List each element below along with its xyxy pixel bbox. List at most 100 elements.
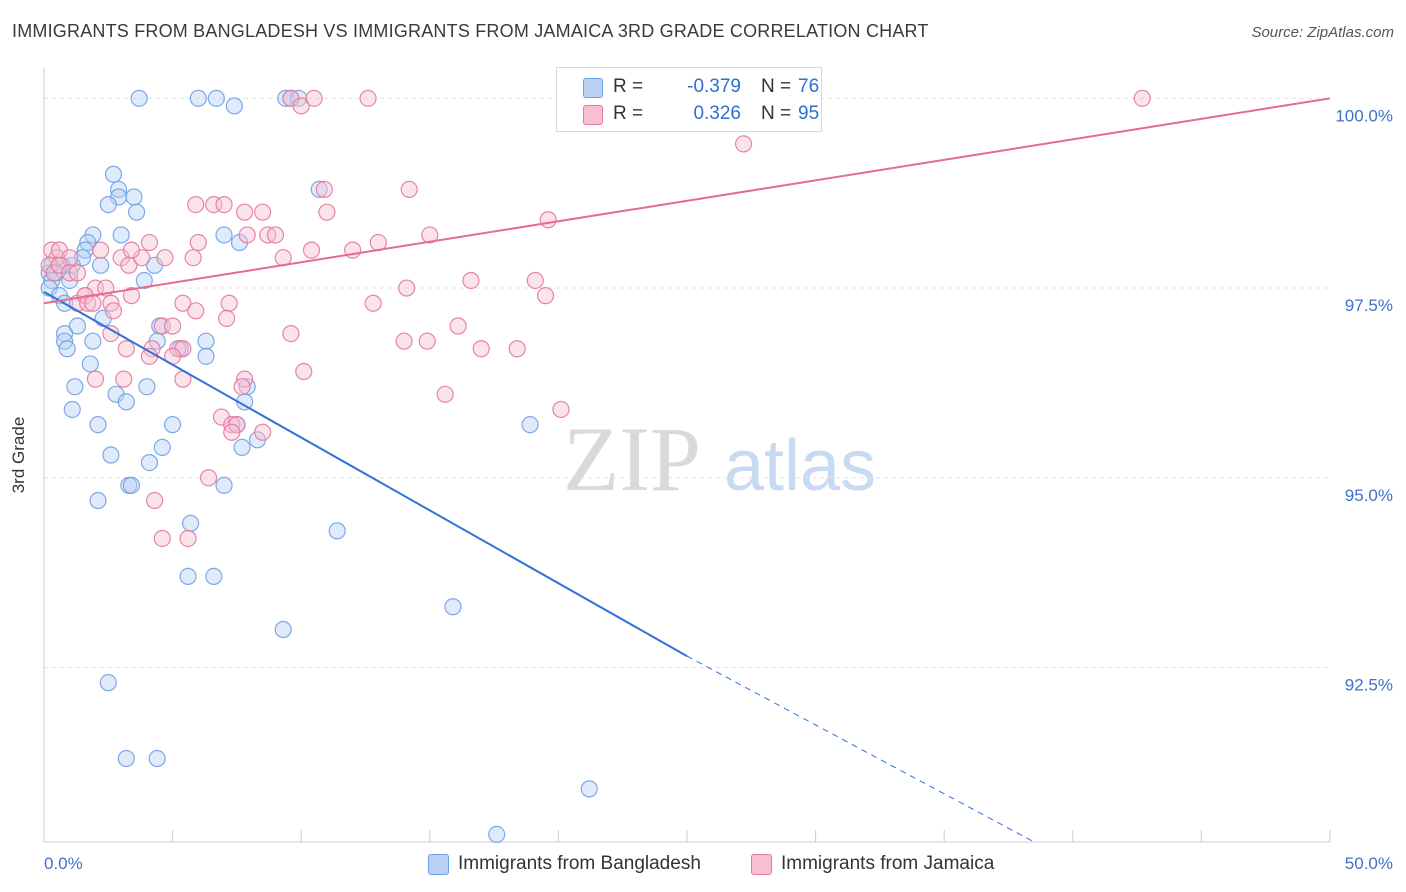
jamaica-point xyxy=(174,294,192,312)
jamaica-point xyxy=(315,180,333,199)
bangladesh-point xyxy=(138,378,156,396)
bangladesh-point xyxy=(135,271,153,290)
bangladesh-point xyxy=(81,355,99,373)
jamaica-point xyxy=(218,309,236,328)
bangladesh-point xyxy=(127,203,146,221)
bangladesh-trend-line-extension xyxy=(686,655,1035,843)
jamaica-point xyxy=(318,203,336,221)
jamaica-point xyxy=(238,226,256,244)
jamaica-point xyxy=(122,241,141,259)
n-value: 95 xyxy=(798,103,820,124)
jamaica-point xyxy=(156,249,174,267)
jamaica-point xyxy=(536,287,555,305)
jamaica-point xyxy=(215,195,233,214)
jamaica-point xyxy=(254,203,272,221)
jamaica-point xyxy=(395,332,413,350)
jamaica-point xyxy=(400,180,418,199)
y-tick-label: 95.0% xyxy=(1345,486,1393,505)
source-label: Source: ZipAtlas.com xyxy=(1251,24,1394,41)
jamaica-point xyxy=(220,294,238,312)
jamaica-point xyxy=(508,340,526,358)
jamaica-point xyxy=(91,241,110,259)
bangladesh-point xyxy=(277,89,295,107)
jamaica-point xyxy=(462,271,480,290)
bangladesh-point xyxy=(197,347,215,365)
bangladesh-point xyxy=(117,393,135,411)
jamaica-point xyxy=(421,226,439,244)
jamaica-point xyxy=(359,89,377,107)
y-tick-label: 92.5% xyxy=(1345,675,1393,694)
chart-legend: Immigrants from Bangladesh Immigrants fr… xyxy=(0,852,1406,878)
bangladesh-point xyxy=(112,226,130,244)
jamaica-point xyxy=(122,287,141,305)
bangladesh-point xyxy=(63,400,81,419)
jamaica-point xyxy=(364,294,382,312)
r-label: R = xyxy=(613,103,644,124)
jamaica-point xyxy=(79,294,97,312)
bangladesh-point xyxy=(328,522,346,540)
jamaica-point xyxy=(187,195,205,214)
jamaica-point xyxy=(164,317,182,335)
r-label: R = xyxy=(613,76,644,97)
jamaica-point xyxy=(526,271,544,290)
jamaica-point xyxy=(398,279,416,297)
bangladesh-point xyxy=(205,567,223,586)
bangladesh-point xyxy=(102,446,120,464)
legend-swatch-bangladesh xyxy=(428,854,449,875)
jamaica-point xyxy=(223,423,241,441)
watermark-zip: ZIP xyxy=(563,408,701,510)
jamaica-point xyxy=(140,233,159,252)
bangladesh-point xyxy=(215,476,233,494)
jamaica-point xyxy=(254,423,272,441)
bangladesh-point xyxy=(140,453,159,472)
bangladesh-point xyxy=(189,89,207,107)
bangladesh-point xyxy=(89,491,107,510)
jamaica-point xyxy=(266,226,285,244)
bangladesh-point xyxy=(89,416,107,434)
jamaica-point xyxy=(236,203,254,221)
jamaica-point xyxy=(86,370,105,388)
bangladesh-point xyxy=(104,165,123,183)
bangladesh-point xyxy=(444,598,462,616)
bangladesh-point xyxy=(117,749,135,768)
x-tick-label: 0.0% xyxy=(44,854,83,873)
r-value: 0.326 xyxy=(693,103,741,124)
jamaica-point xyxy=(418,332,436,350)
jamaica-trend-line xyxy=(43,97,1331,305)
jamaica-point xyxy=(305,89,323,107)
bangladesh-point xyxy=(122,476,141,494)
jamaica-point xyxy=(145,491,164,510)
bangladesh-point xyxy=(179,567,197,586)
bangladesh-point xyxy=(153,438,171,457)
bangladesh-point xyxy=(99,674,117,692)
bangladesh-point xyxy=(207,89,225,107)
jamaica-point xyxy=(115,370,133,388)
jamaica-point xyxy=(84,294,102,312)
jamaica-point xyxy=(449,317,467,335)
bangladesh-point xyxy=(68,317,87,335)
bangladesh-point xyxy=(66,378,84,396)
y-tick-label: 100.0% xyxy=(1335,106,1393,125)
jamaica-point xyxy=(295,362,313,381)
jamaica-point xyxy=(153,529,171,548)
jamaica-point xyxy=(1133,89,1151,107)
bangladesh-point xyxy=(164,416,182,434)
legend-label-bangladesh: Immigrants from Bangladesh xyxy=(458,853,701,874)
bangladesh-point xyxy=(148,749,166,768)
jamaica-point xyxy=(179,529,197,548)
bangladesh-point xyxy=(310,180,328,199)
chart-title: IMMIGRANTS FROM BANGLADESH VS IMMIGRANTS… xyxy=(12,21,929,41)
jamaica-point xyxy=(233,378,251,396)
bangladesh-point xyxy=(84,332,102,350)
correlation-stats-box: R = -0.379 N = 76 R = 0.326 N = 95 xyxy=(556,67,822,132)
jamaica-point xyxy=(282,324,300,343)
bangladesh-point xyxy=(182,514,200,532)
bangladesh-point xyxy=(91,256,110,274)
bangladesh-point xyxy=(580,780,598,798)
jamaica-point xyxy=(200,469,218,487)
n-label: N = xyxy=(761,76,792,97)
bangladesh-point xyxy=(225,97,243,115)
bangladesh-point xyxy=(274,620,292,639)
bangladesh-point xyxy=(130,89,148,107)
jamaica-point xyxy=(552,400,570,419)
